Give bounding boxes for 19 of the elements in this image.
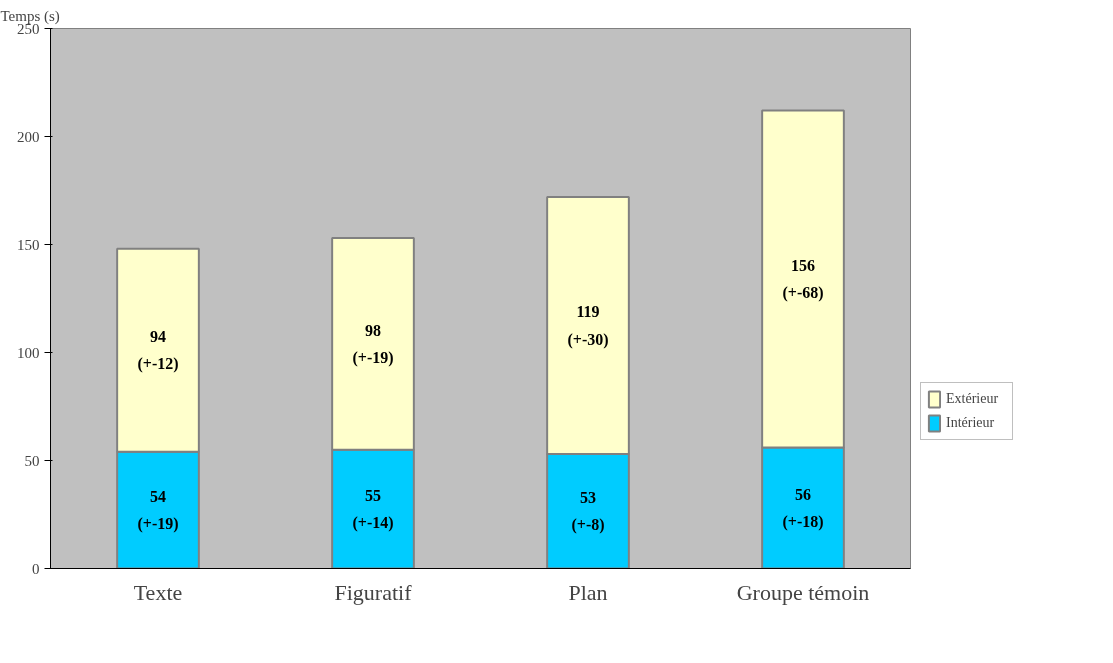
x-tick-label: Plan	[568, 579, 608, 605]
data-label: 98 (+-19)	[352, 321, 394, 367]
data-label: 94 (+-12)	[137, 328, 179, 374]
y-tick-label: 50	[24, 452, 40, 469]
x-tick-label: Texte	[133, 579, 183, 605]
data-label: 53 (+-8)	[571, 489, 605, 535]
y-tick-label: 200	[17, 128, 40, 145]
y-tick-label: 150	[17, 236, 40, 253]
data-label: 55 (+-14)	[352, 487, 394, 533]
legend-label: Intérieur	[946, 415, 996, 431]
x-tick-label: Groupe témoin	[736, 579, 870, 605]
legend-label: Extérieur	[946, 391, 1000, 407]
data-label: 56 (+-18)	[782, 485, 824, 532]
x-tick-label: Figuratif	[334, 579, 413, 605]
y-tick-label: 100	[17, 344, 40, 361]
data-label: 156 (+-68)	[782, 256, 824, 303]
y-tick-label: 0	[32, 560, 40, 577]
data-label: 119 (+-30)	[567, 303, 609, 349]
data-label: 54 (+-19)	[137, 488, 179, 534]
